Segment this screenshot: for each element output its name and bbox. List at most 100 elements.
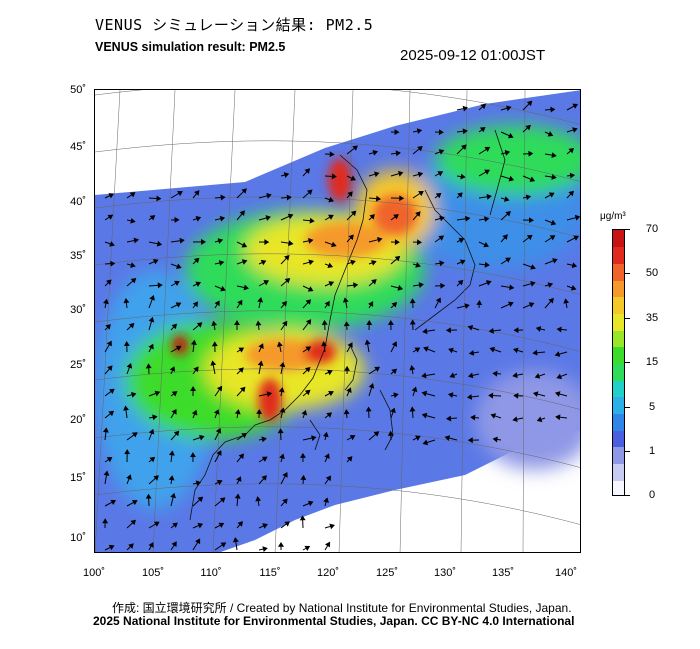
- lat-label: 30˚: [70, 304, 86, 316]
- wind-arrowhead: [486, 193, 492, 200]
- wind-arrowhead: [418, 282, 424, 288]
- wind-arrowhead: [504, 150, 511, 156]
- wind-arrowhead: [238, 347, 245, 353]
- wind-arrowhead: [513, 327, 519, 334]
- wind-arrowhead: [342, 297, 349, 303]
- wind-arrowhead: [133, 237, 139, 244]
- wind-arrowhead: [193, 366, 199, 373]
- wind-arrowhead: [190, 386, 196, 391]
- wind-arrowhead: [387, 430, 394, 436]
- wind-arrowhead: [416, 239, 422, 246]
- lat-label: 40˚: [70, 196, 86, 208]
- wind-arrowhead: [216, 479, 223, 486]
- field-blob: [245, 339, 325, 371]
- colorbar-label: 35: [645, 312, 659, 324]
- wind-arrowhead: [257, 297, 264, 303]
- wind-arrowhead: [409, 298, 416, 304]
- wind-arrowhead: [241, 259, 248, 265]
- wind-arrowhead: [171, 323, 178, 330]
- wind-arrowhead: [421, 412, 428, 419]
- wind-arrowhead: [281, 300, 288, 307]
- wind-arrowhead: [300, 452, 306, 458]
- wind-arrowhead: [509, 284, 515, 291]
- wind-arrowhead: [128, 543, 134, 549]
- wind-arrowhead: [329, 151, 335, 158]
- wind-arrowhead: [467, 325, 474, 331]
- wind-arrowhead: [126, 362, 133, 369]
- wind-arrowhead: [130, 519, 137, 526]
- wind-arrowhead: [278, 541, 284, 547]
- wind-arrowhead: [467, 372, 474, 379]
- wind-arrowhead: [305, 319, 312, 325]
- wind-arrowhead: [148, 542, 154, 548]
- wind-arrowhead: [489, 346, 496, 353]
- lon-label: 125˚: [375, 567, 399, 579]
- wind-arrowhead: [276, 341, 283, 347]
- wind-arrowhead: [264, 239, 270, 245]
- wind-arrowhead: [528, 302, 535, 308]
- wind-arrowhead: [390, 407, 396, 414]
- wind-arrowhead: [555, 414, 561, 421]
- wind-arrowhead: [286, 194, 292, 201]
- wind-arrowhead: [513, 392, 519, 399]
- wind-arrowhead: [128, 322, 135, 329]
- wind-arrowhead: [210, 360, 217, 366]
- wind-arrowhead: [197, 522, 204, 529]
- wind-arrowhead: [174, 280, 180, 287]
- wind-arrowhead: [534, 373, 541, 379]
- wind-arrowhead: [123, 298, 130, 304]
- colorbar-segment: [613, 330, 624, 348]
- wind-arrowhead: [525, 194, 532, 201]
- wind-arrowhead: [350, 259, 356, 266]
- wind-arrowhead: [124, 449, 131, 455]
- lon-label: 135˚: [491, 567, 515, 579]
- wind-arrowhead: [176, 263, 182, 269]
- wind-arrowhead: [220, 542, 227, 548]
- wind-arrowhead: [266, 391, 273, 397]
- wind-arrowhead: [255, 320, 262, 326]
- wind-arrowhead: [437, 171, 444, 177]
- colorbar-segment: [613, 346, 624, 364]
- title-english: VENUS simulation result: PM2.5: [95, 40, 286, 54]
- wind-arrowhead: [568, 147, 575, 154]
- wind-arrowhead: [179, 237, 185, 244]
- wind-arrowhead: [488, 327, 494, 334]
- colorbar-tick: [625, 451, 630, 452]
- colorbar-label: 15: [645, 356, 659, 368]
- wind-arrowhead: [549, 235, 556, 241]
- wind-arrowhead: [532, 391, 539, 397]
- wind-arrowhead: [311, 435, 317, 442]
- wind-arrowhead: [190, 339, 197, 346]
- coastline: [489, 129, 506, 216]
- wind-arrowhead: [327, 262, 334, 269]
- colorbar-segment: [613, 280, 624, 298]
- wind-arrowhead: [459, 259, 466, 265]
- wind-arrowhead: [277, 428, 284, 434]
- colorbar-tick: [625, 273, 630, 274]
- wind-arrowhead: [417, 145, 423, 152]
- wind-arrowhead: [530, 264, 536, 270]
- wind-arrowhead: [211, 320, 218, 327]
- latitude-line: [95, 253, 580, 295]
- wind-arrowhead: [283, 172, 290, 178]
- wind-arrowhead: [568, 190, 574, 197]
- wind-arrowhead: [416, 128, 423, 134]
- wind-arrowhead: [304, 168, 311, 174]
- wind-arrowhead: [535, 326, 542, 332]
- wind-arrowhead: [300, 474, 307, 481]
- license-line: 2025 National Institute for Environmenta…: [93, 614, 575, 628]
- field-blob: [304, 340, 336, 364]
- wind-arrowhead: [214, 300, 220, 307]
- wind-arrowhead: [508, 132, 514, 139]
- latitude-line: [95, 483, 580, 525]
- wind-arrowhead: [462, 128, 468, 135]
- colorbar-label: 0: [648, 489, 656, 501]
- wind-arrowhead: [414, 347, 421, 353]
- wind-arrowhead: [573, 235, 579, 241]
- wind-arrowhead: [258, 343, 264, 349]
- wind-arrowhead: [468, 349, 475, 356]
- wind-arrowhead: [299, 515, 306, 521]
- wind-arrowhead: [421, 390, 428, 397]
- lon-label: 100˚: [82, 567, 106, 579]
- latitude-line: [95, 90, 580, 125]
